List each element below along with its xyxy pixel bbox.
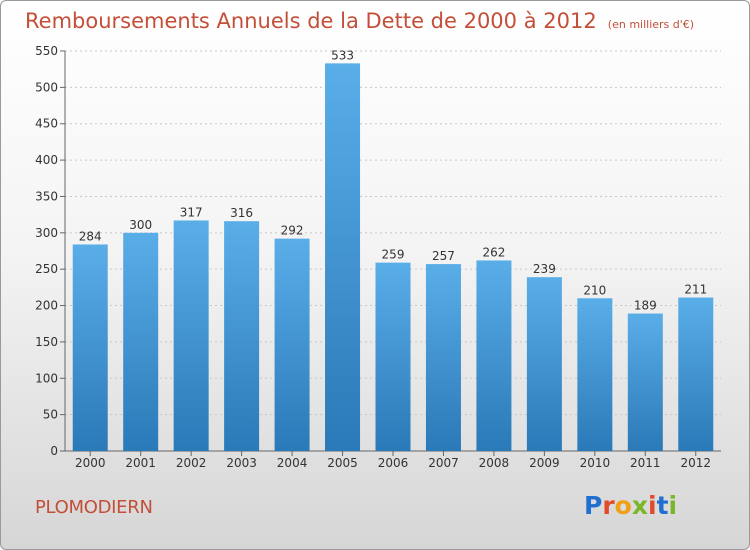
bar-value-label: 257	[432, 249, 455, 263]
logo-letter: t	[656, 491, 669, 520]
bar-value-label: 533	[331, 48, 354, 62]
bar-2001	[123, 232, 159, 451]
y-tick-label: 0	[50, 444, 58, 458]
y-tick-label: 450	[35, 117, 58, 131]
bar-2005	[325, 63, 361, 451]
x-tick-label: 2002	[176, 456, 207, 470]
x-tick-label: 2009	[529, 456, 560, 470]
labels: 0 50 100 150 200 250 300 350 400 450 500 550 284 2000…	[35, 44, 711, 470]
x-tick-label: 2001	[125, 456, 156, 470]
bar-value-label: 317	[180, 205, 203, 219]
bars	[72, 63, 714, 451]
bar-value-label: 239	[533, 262, 556, 276]
y-tick-label: 150	[35, 335, 58, 349]
y-tick-label: 300	[35, 226, 58, 240]
proxiti-logo[interactable]: Proxiti	[584, 491, 677, 520]
y-tick-label: 550	[35, 44, 58, 58]
logo-letter: i	[648, 491, 657, 520]
bar-value-label: 300	[129, 218, 152, 232]
y-tick-label: 350	[35, 189, 58, 203]
y-tick-label: 250	[35, 262, 58, 276]
y-tick-label: 100	[35, 371, 58, 385]
bar-2012	[678, 297, 714, 451]
x-tick-label: 2004	[277, 456, 308, 470]
logo-letter: r	[602, 491, 615, 520]
chart-title: Remboursements Annuels de la Dette de 20…	[25, 9, 597, 33]
bar-2007	[425, 264, 461, 451]
bar-2011	[627, 313, 663, 451]
bar-2008	[476, 260, 512, 451]
x-tick-label: 2003	[226, 456, 257, 470]
bar-value-label: 292	[281, 224, 304, 238]
x-tick-label: 2007	[428, 456, 459, 470]
bar-2004	[274, 238, 310, 451]
bar-value-label: 316	[230, 206, 253, 220]
y-tick-label: 50	[43, 408, 58, 422]
chart-title-row: Remboursements Annuels de la Dette de 20…	[25, 9, 694, 33]
logo-letter: P	[584, 491, 603, 520]
x-tick-label: 2011	[630, 456, 661, 470]
x-tick-label: 2000	[75, 456, 106, 470]
bar-2002	[173, 220, 209, 451]
logo-letter: x	[631, 491, 648, 520]
bar-2010	[577, 298, 613, 451]
logo-letter: i	[668, 491, 678, 520]
x-tick-label: 2008	[479, 456, 510, 470]
bar-value-label: 284	[79, 229, 102, 243]
bar-value-label: 189	[634, 299, 657, 313]
bar-value-label: 211	[684, 283, 707, 297]
bar-value-label: 259	[382, 248, 405, 262]
y-tick-label: 400	[35, 153, 58, 167]
bar-2009	[526, 277, 562, 451]
bar-2000	[72, 244, 108, 451]
x-tick-label: 2012	[680, 456, 711, 470]
x-tick-label: 2010	[580, 456, 611, 470]
x-tick-label: 2006	[378, 456, 409, 470]
commune-name: PLOMODIERN	[35, 497, 153, 518]
bar-2006	[375, 262, 411, 451]
bar-2003	[224, 221, 260, 451]
x-tick-label: 2005	[327, 456, 358, 470]
y-tick-label: 200	[35, 299, 58, 313]
y-tick-label: 500	[35, 80, 58, 94]
chart-subtitle: (en milliers d'€)	[607, 18, 695, 31]
logo-letter: o	[614, 491, 632, 520]
bar-value-label: 210	[583, 283, 606, 297]
bar-value-label: 262	[482, 245, 505, 259]
